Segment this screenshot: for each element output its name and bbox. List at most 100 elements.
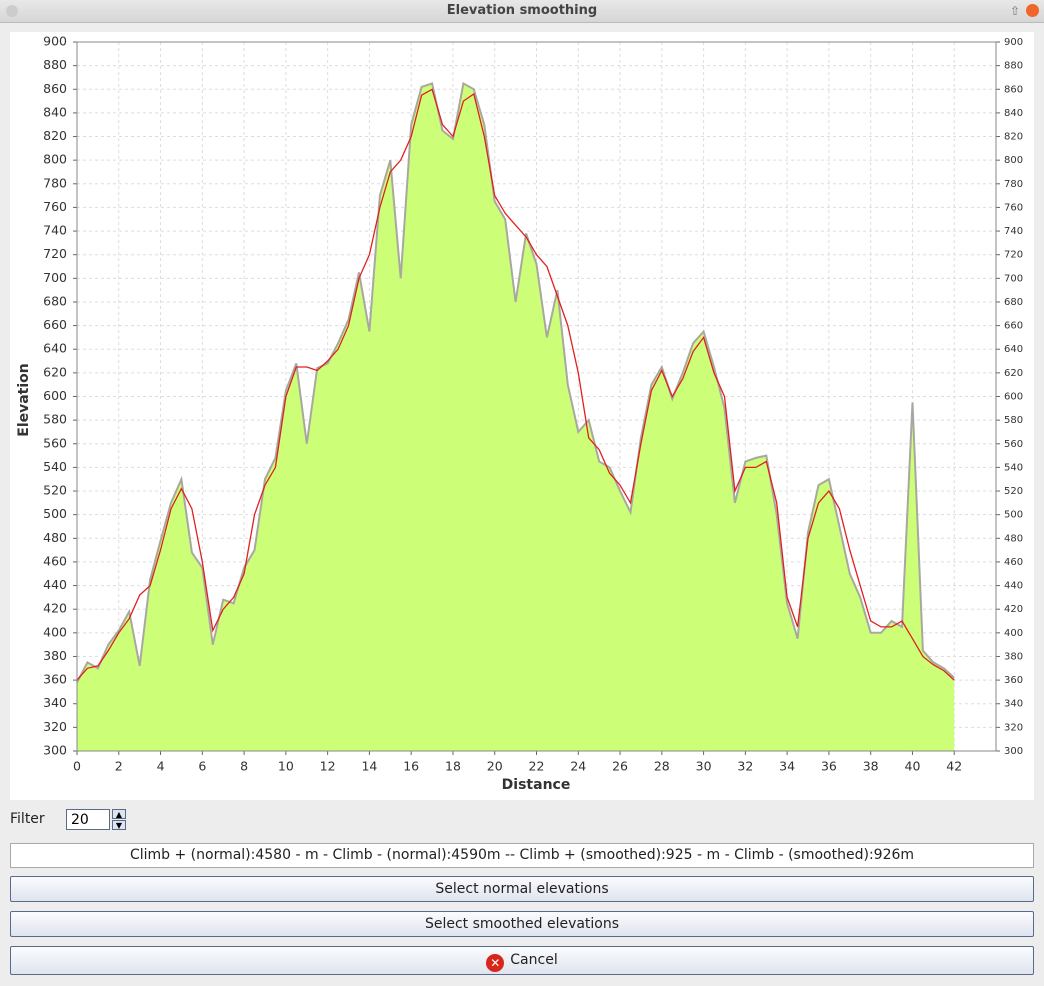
- y-tick-label: 680: [43, 293, 67, 308]
- climb-text: Climb + (normal):4580 - m - Climb - (nor…: [10, 843, 1034, 868]
- y-tick-label: 560: [43, 435, 67, 450]
- y-tick-label: 660: [43, 317, 67, 332]
- x-tick-label: 34: [779, 759, 795, 774]
- elevation-area: [77, 83, 955, 751]
- y2-tick-label: 780: [1004, 179, 1023, 190]
- y-tick-label: 400: [43, 624, 67, 639]
- chart: Elevation Distance 300320340360380400420…: [16, 34, 1023, 794]
- y2-tick-label: 740: [1004, 226, 1023, 237]
- x-tick-label: 0: [73, 759, 81, 774]
- cancel-label: Cancel: [510, 952, 558, 968]
- y-tick-label: 440: [43, 577, 67, 592]
- plot-border: [76, 41, 997, 752]
- y-tick-label: 720: [43, 246, 67, 261]
- y-tick-label: 620: [43, 364, 67, 379]
- maximize-button[interactable]: ⇧: [1010, 4, 1021, 18]
- y-tick-label: 360: [43, 672, 67, 687]
- y-tick-label: 380: [43, 648, 67, 663]
- y-tick-label: 880: [43, 57, 67, 72]
- x-tick-label: 36: [821, 759, 837, 774]
- y-axis-label: Elevation: [16, 363, 32, 437]
- y-tick-label: 740: [43, 223, 67, 238]
- y2-tick-label: 840: [1004, 108, 1023, 119]
- y-tick-label: 420: [43, 601, 67, 616]
- x-tick-label: 24: [570, 759, 586, 774]
- y-tick-label: 500: [43, 506, 67, 521]
- y2-tick-label: 420: [1004, 604, 1023, 615]
- window-control[interactable]: [6, 5, 18, 17]
- x-tick-label: 14: [361, 759, 377, 774]
- x-tick-label: 22: [529, 759, 545, 774]
- y-tick-label: 340: [43, 695, 67, 710]
- y2-tick-label: 520: [1004, 486, 1023, 497]
- x-tick-label: 40: [905, 759, 921, 774]
- y-tick-label: 800: [43, 152, 67, 167]
- y2-tick-label: 720: [1004, 250, 1023, 261]
- y2-tick-label: 380: [1004, 651, 1023, 662]
- y2-tick-label: 880: [1004, 61, 1023, 72]
- x-tick-label: 10: [278, 759, 294, 774]
- elevation-line: [76, 81, 955, 683]
- window-title: Elevation smoothing: [0, 0, 1044, 23]
- y2-tick-label: 340: [1004, 699, 1023, 710]
- filter-input[interactable]: 20: [66, 809, 110, 830]
- y2-tick-label: 540: [1004, 462, 1023, 473]
- y2-tick-label: 360: [1004, 675, 1023, 686]
- x-tick-label: 26: [612, 759, 628, 774]
- y2-tick-label: 500: [1004, 510, 1023, 521]
- y2-tick-label: 700: [1004, 273, 1023, 284]
- x-tick-label: 2: [115, 759, 123, 774]
- y-tick-label: 520: [43, 483, 67, 498]
- y-tick-label: 840: [43, 104, 67, 119]
- y2-tick-label: 320: [1004, 722, 1023, 733]
- y2-tick-label: 680: [1004, 297, 1023, 308]
- spin-down[interactable]: ▼: [112, 820, 126, 830]
- x-tick-label: 4: [157, 759, 165, 774]
- y2-tick-label: 760: [1004, 202, 1023, 213]
- select-smoothed-button[interactable]: Select smoothed elevations: [10, 911, 1034, 937]
- y-tick-label: 580: [43, 412, 67, 427]
- x-tick-label: 42: [946, 759, 962, 774]
- y2-tick-label: 300: [1004, 746, 1023, 757]
- y-tick-label: 700: [43, 270, 67, 285]
- x-tick-label: 6: [198, 759, 206, 774]
- x-tick-label: 8: [240, 759, 248, 774]
- x-tick-label: 18: [445, 759, 461, 774]
- y-tick-label: 900: [43, 34, 67, 49]
- x-tick-label: 30: [696, 759, 712, 774]
- y-tick-label: 860: [43, 81, 67, 96]
- y-tick-label: 540: [43, 459, 67, 474]
- y2-tick-label: 860: [1004, 84, 1023, 95]
- filter-label: Filter: [10, 811, 45, 827]
- y2-tick-label: 460: [1004, 557, 1023, 568]
- y-tick-label: 760: [43, 199, 67, 214]
- x-tick-label: 38: [863, 759, 879, 774]
- select-normal-button[interactable]: Select normal elevations: [10, 876, 1034, 902]
- spin-up[interactable]: ▲: [112, 809, 126, 819]
- y2-tick-label: 820: [1004, 132, 1023, 143]
- x-tick-label: 12: [320, 759, 336, 774]
- y2-tick-label: 560: [1004, 439, 1023, 450]
- y2-tick-label: 660: [1004, 321, 1023, 332]
- y2-tick-label: 640: [1004, 344, 1023, 355]
- x-tick-label: 20: [487, 759, 503, 774]
- y2-tick-label: 400: [1004, 628, 1023, 639]
- y2-tick-label: 440: [1004, 581, 1023, 592]
- y2-tick-label: 620: [1004, 368, 1023, 379]
- elevation-line: [76, 88, 955, 681]
- y-tick-label: 480: [43, 530, 67, 545]
- cancel-icon: ✕: [486, 954, 505, 972]
- x-tick-label: 28: [654, 759, 670, 774]
- y-tick-label: 460: [43, 553, 67, 568]
- cancel-button[interactable]: ✕ Cancel: [10, 946, 1034, 975]
- x-tick-label: 32: [737, 759, 753, 774]
- chart-panel: Elevation Distance 300 320 340 360 380 400 420…: [10, 32, 1034, 800]
- y-tick-label: 780: [43, 175, 67, 190]
- y-tick-label: 640: [43, 341, 67, 356]
- close-button[interactable]: [1026, 4, 1039, 17]
- y-tick-label: 320: [43, 719, 67, 734]
- y2-tick-label: 580: [1004, 415, 1023, 426]
- y-tick-label: 600: [43, 388, 67, 403]
- y-tick-label: 300: [43, 743, 67, 758]
